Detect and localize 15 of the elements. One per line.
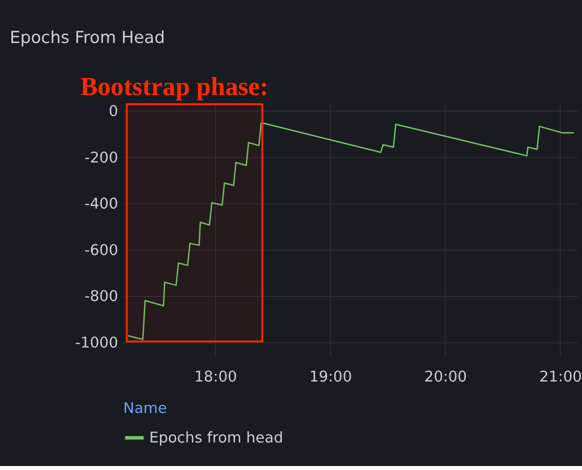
legend-title: Name (123, 400, 167, 417)
y-tick-label: -800 (84, 288, 118, 306)
x-tick-label: 19:00 (309, 368, 352, 386)
legend-label: Epochs from head (149, 429, 284, 446)
y-tick-label: -1000 (75, 334, 118, 352)
chart-title: Epochs From Head (10, 28, 165, 48)
y-tick-label: -600 (84, 242, 118, 259)
x-tick-label: 21:00 (539, 368, 582, 386)
y-tick-label: 0 (108, 103, 118, 120)
x-tick-label: 20:00 (424, 368, 467, 386)
x-tick-label: 18:00 (194, 368, 238, 386)
line-series (127, 122, 575, 340)
y-tick-label: -400 (84, 196, 118, 213)
y-tick-label: -200 (84, 149, 118, 166)
band-label: Bootstrap phase: (80, 72, 268, 101)
